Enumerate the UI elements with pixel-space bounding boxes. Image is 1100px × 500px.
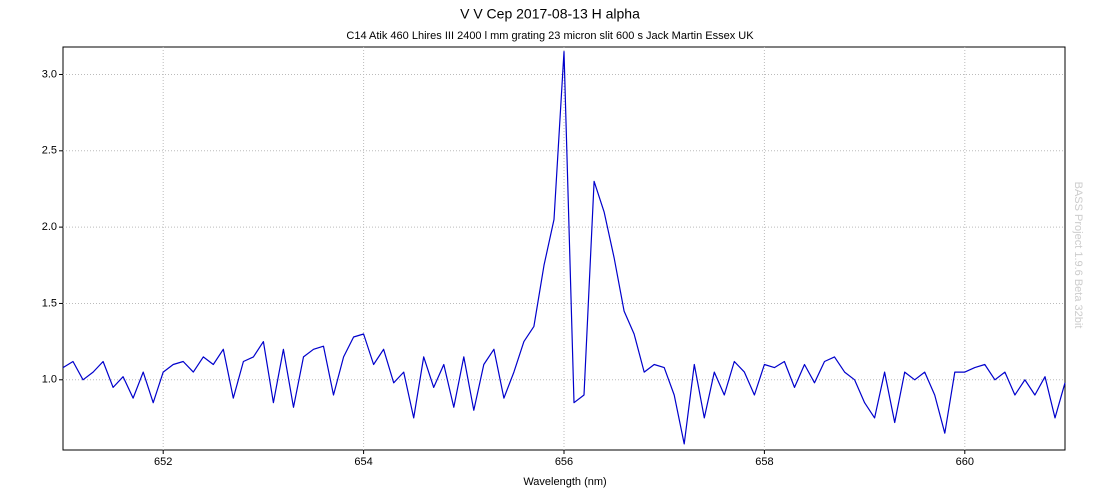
- y-tick-label: 2.5: [42, 145, 57, 157]
- y-tick-label: 2.0: [42, 221, 57, 233]
- watermark: BASS Project 1.9.6 Beta 32bit: [1072, 182, 1084, 329]
- chart-title: V V Cep 2017-08-13 H alpha: [460, 6, 640, 22]
- x-tick-label: 656: [555, 456, 573, 468]
- chart-subtitle: C14 Atik 460 Lhires III 2400 l mm gratin…: [346, 30, 754, 42]
- x-tick-label: 660: [956, 456, 974, 468]
- y-tick-label: 1.0: [42, 374, 57, 386]
- x-tick-label: 652: [154, 456, 172, 468]
- x-axis-label: Wavelength (nm): [523, 476, 606, 488]
- y-tick-label: 3.0: [42, 68, 57, 80]
- x-tick-label: 658: [755, 456, 773, 468]
- y-tick-label: 1.5: [42, 297, 57, 309]
- x-tick-label: 654: [354, 456, 372, 468]
- spectrum-line: [62, 51, 1066, 445]
